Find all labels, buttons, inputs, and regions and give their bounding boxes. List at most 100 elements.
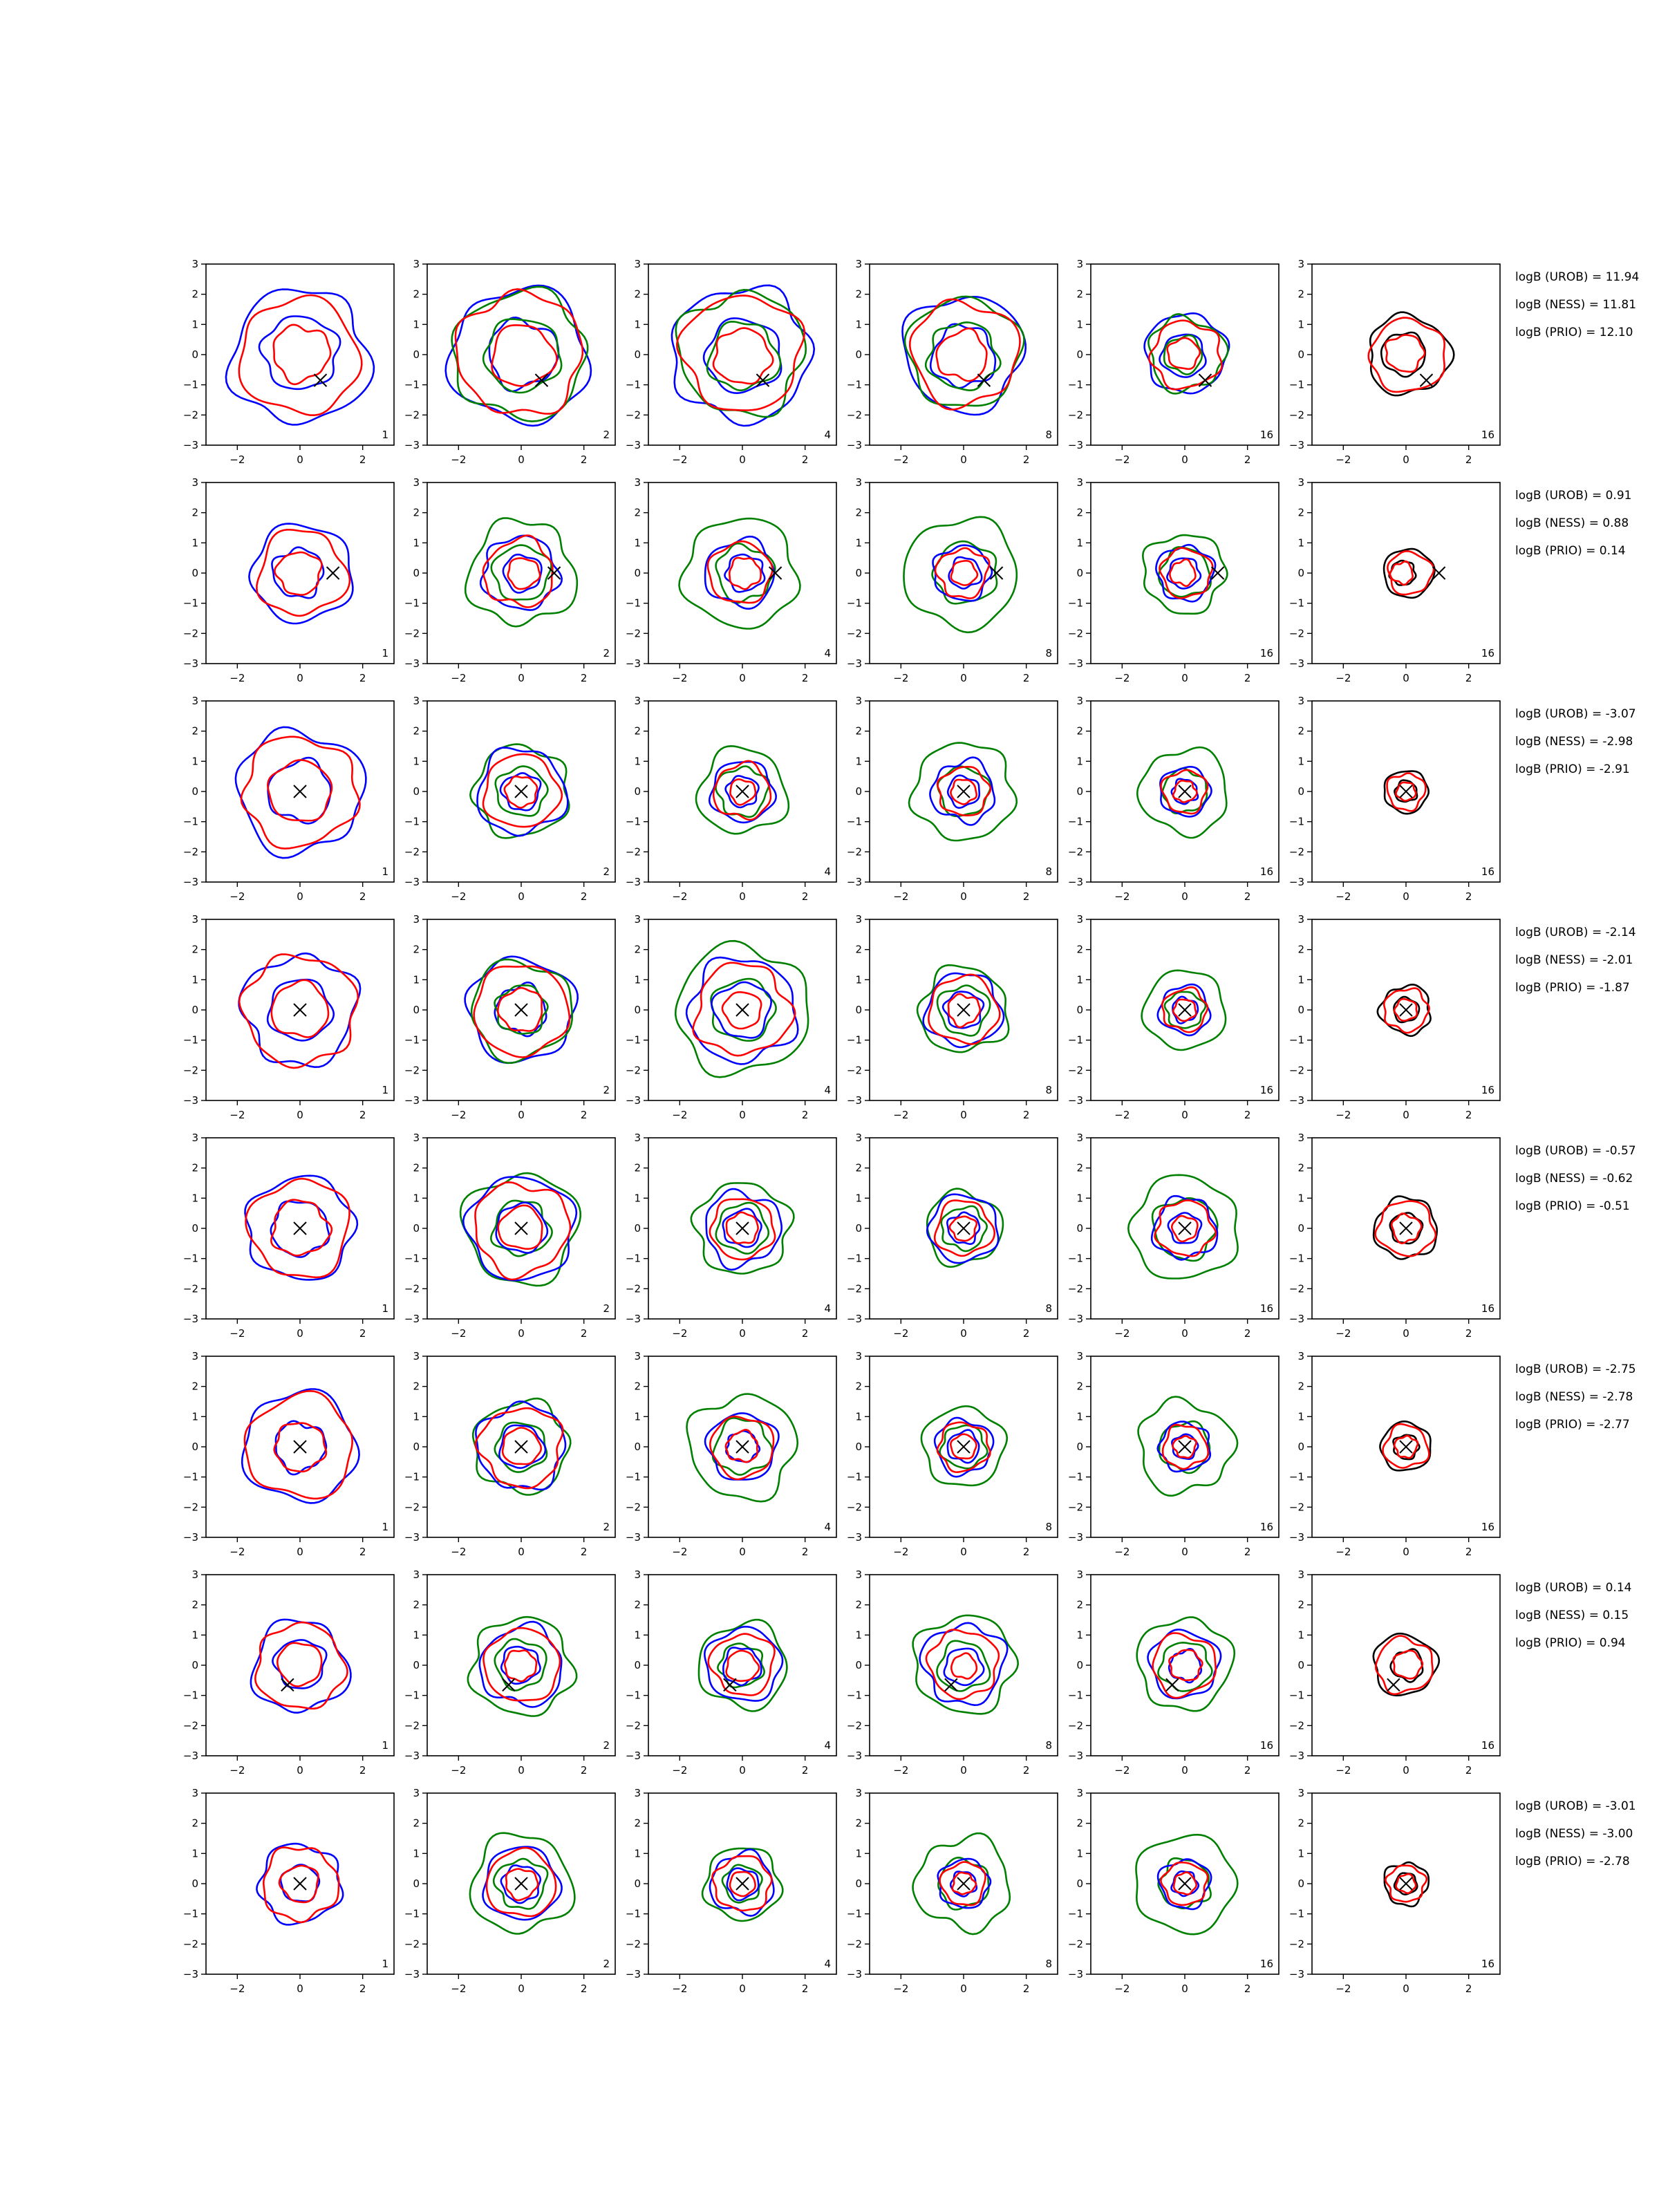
contour-line-green bbox=[1136, 1616, 1236, 1712]
contour-line-red bbox=[1161, 986, 1209, 1033]
y-tick-label: −1 bbox=[1289, 1471, 1304, 1483]
contour-line-red bbox=[706, 540, 774, 604]
panel-count-label: 16 bbox=[1481, 1521, 1494, 1533]
y-tick-label: 3 bbox=[634, 1568, 641, 1581]
x-marker bbox=[1178, 785, 1192, 798]
y-tick-label: 3 bbox=[1297, 476, 1304, 489]
x-tick-label: 0 bbox=[739, 1546, 746, 1558]
contour-line-green bbox=[467, 1615, 578, 1717]
contour-lines bbox=[1372, 1195, 1438, 1260]
y-tick-label: −2 bbox=[1289, 1282, 1304, 1295]
x-tick-label: 0 bbox=[1181, 890, 1188, 903]
contour-line-red bbox=[1392, 1649, 1424, 1680]
y-tick-label: 3 bbox=[1297, 913, 1304, 926]
contour-line-blue bbox=[1156, 1858, 1212, 1911]
y-tick-label: −2 bbox=[626, 1282, 641, 1295]
y-tick-label: 3 bbox=[855, 1787, 862, 1799]
contour-line-red bbox=[675, 294, 806, 411]
contour-line-red bbox=[1384, 334, 1426, 373]
y-tick-label: 2 bbox=[855, 507, 862, 519]
contour-line-blue bbox=[248, 523, 354, 625]
x-marker bbox=[1399, 785, 1413, 798]
x-tick-label: 0 bbox=[739, 453, 746, 466]
y-tick-label: 3 bbox=[191, 695, 198, 707]
contour-lines bbox=[459, 1172, 582, 1287]
y-tick-label: −1 bbox=[1068, 1471, 1083, 1483]
y-tick-label: 0 bbox=[191, 1222, 198, 1235]
x-tick-label: 2 bbox=[359, 1983, 366, 1995]
x-tick-label: 0 bbox=[960, 1983, 967, 1995]
y-tick-label: −1 bbox=[1289, 379, 1304, 391]
y-tick-label: 0 bbox=[413, 567, 420, 579]
contour-line-blue bbox=[1159, 766, 1212, 818]
panel-count-label: 4 bbox=[824, 865, 831, 878]
y-tick-label: −3 bbox=[404, 439, 420, 451]
y-tick-label: 0 bbox=[1297, 1004, 1304, 1016]
y-tick-label: 3 bbox=[855, 258, 862, 270]
contour-lines bbox=[697, 1618, 788, 1712]
y-tick-label: 1 bbox=[413, 1847, 420, 1859]
x-tick-label: 2 bbox=[1465, 1764, 1472, 1777]
contour-line-blue bbox=[929, 323, 997, 389]
contour-line-green bbox=[1147, 312, 1229, 395]
contour-line-green bbox=[492, 1857, 549, 1910]
y-tick-label: −1 bbox=[626, 1689, 641, 1702]
y-tick-label: 3 bbox=[191, 1787, 198, 1799]
contour-line-red bbox=[497, 1204, 543, 1250]
y-tick-label: −3 bbox=[1068, 1968, 1083, 1980]
x-marker bbox=[502, 1678, 516, 1692]
x-marker bbox=[293, 1003, 307, 1017]
y-tick-label: −1 bbox=[847, 1471, 862, 1483]
contour-line-black bbox=[1379, 1421, 1432, 1472]
y-tick-label: 1 bbox=[634, 973, 641, 986]
y-tick-label: 2 bbox=[855, 725, 862, 738]
x-tick-label: −2 bbox=[672, 1764, 687, 1777]
panel-count-label: 16 bbox=[1481, 1302, 1494, 1315]
panel-grid: −2 0 2 3 2 1 0 −1 −2 −3 1 −2 0 2 3 2 1 0 −1 −2 −3 2 −2 0 2 3 2 1 0 −1… bbox=[183, 258, 1639, 1995]
y-tick-label: −1 bbox=[183, 597, 198, 610]
contour-line-red bbox=[1169, 558, 1197, 588]
y-tick-label: −1 bbox=[1068, 1253, 1083, 1265]
panel-count-label: 4 bbox=[824, 1521, 831, 1533]
contour-line-blue bbox=[726, 1867, 760, 1902]
contour-panel: −2 0 2 3 2 1 0 −1 −2 −3 2 bbox=[404, 258, 616, 466]
panel-count-label: 2 bbox=[603, 429, 610, 441]
panel-count-label: 8 bbox=[1045, 1302, 1052, 1315]
y-tick-label: 0 bbox=[191, 567, 198, 579]
contour-line-blue bbox=[709, 1848, 775, 1917]
contour-line-red bbox=[501, 1427, 543, 1465]
contour-panel: −2 0 2 3 2 1 0 −1 −2 −3 1 bbox=[183, 1787, 395, 1995]
contour-panel: −2 0 2 3 2 1 0 −1 −2 −3 16 bbox=[1068, 1787, 1280, 1995]
logb-label: logB (NESS) = -3.00 bbox=[1515, 1827, 1633, 1841]
y-tick-label: −2 bbox=[183, 1064, 198, 1076]
y-tick-label: 3 bbox=[1297, 1132, 1304, 1144]
logb-label: logB (UROB) = -0.57 bbox=[1515, 1144, 1636, 1158]
x-tick-label: −2 bbox=[451, 1109, 466, 1121]
contour-line-red bbox=[1160, 1862, 1209, 1906]
x-marker bbox=[957, 1440, 971, 1454]
contour-line-red bbox=[936, 1421, 991, 1474]
y-tick-label: 3 bbox=[191, 1132, 198, 1144]
y-tick-label: −2 bbox=[183, 845, 198, 858]
contour-line-red bbox=[928, 973, 1001, 1045]
y-tick-label: 3 bbox=[634, 913, 641, 926]
x-marker bbox=[957, 1877, 971, 1891]
contour-panel: −2 0 2 3 2 1 0 −1 −2 −3 16 bbox=[1068, 695, 1280, 903]
x-tick-label: −2 bbox=[672, 672, 687, 684]
y-tick-label: 3 bbox=[413, 1350, 420, 1362]
y-tick-label: 1 bbox=[634, 1629, 641, 1641]
y-tick-label: −2 bbox=[847, 1938, 862, 1950]
x-tick-label: 2 bbox=[1465, 1983, 1472, 1995]
y-tick-label: −1 bbox=[626, 1253, 641, 1265]
panel-count-label: 1 bbox=[382, 1958, 388, 1970]
contour-lines bbox=[464, 517, 579, 628]
contour-line-red bbox=[1387, 550, 1435, 596]
y-tick-label: 1 bbox=[191, 1410, 198, 1423]
contour-line-green bbox=[1163, 334, 1203, 375]
x-tick-label: 0 bbox=[739, 1983, 746, 1995]
contour-line-green bbox=[1135, 1833, 1239, 1936]
y-tick-label: 2 bbox=[1297, 288, 1304, 301]
y-tick-label: 2 bbox=[191, 1380, 198, 1393]
x-marker bbox=[514, 785, 528, 798]
panel-count-label: 16 bbox=[1481, 865, 1494, 878]
